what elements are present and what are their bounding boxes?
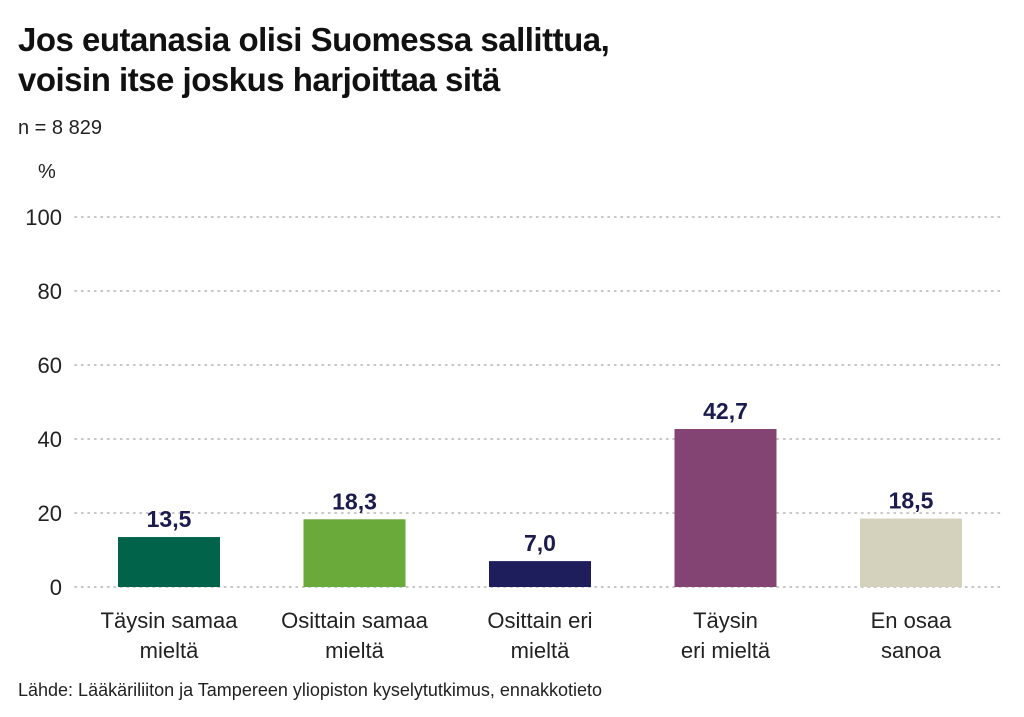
category-label-2-line-1: Osittain samaa — [281, 608, 428, 633]
value-label-5: 18,5 — [889, 488, 934, 514]
bar-3 — [489, 561, 591, 587]
bars — [118, 429, 962, 587]
y-axis-unit-label: % — [38, 161, 56, 183]
category-label-1-line-1: Täysin samaa — [101, 608, 239, 633]
category-label-2-line-2: mieltä — [325, 638, 384, 663]
bar-1 — [118, 537, 220, 587]
bar-4 — [674, 429, 777, 587]
value-label-4: 42,7 — [703, 398, 748, 424]
chart-title: Jos eutanasia olisi Suomessa sallittua, … — [18, 20, 998, 100]
y-tick-label: 60 — [38, 353, 62, 378]
chart-title-line-1: Jos eutanasia olisi Suomessa sallittua, — [18, 21, 610, 58]
y-tick-label: 40 — [38, 427, 62, 452]
y-tick-label: 100 — [25, 205, 62, 230]
value-labels: 13,5 18,3 7,0 42,7 18,5 — [147, 398, 934, 556]
category-labels: Täysin samaa mieltä Osittain samaa mieltä Os… — [101, 608, 953, 663]
y-tick-label: 80 — [38, 279, 62, 304]
category-label-4-line-1: Täysin — [693, 608, 758, 633]
category-label-3-line-1: Osittain eri — [487, 608, 592, 633]
value-label-2: 18,3 — [332, 488, 377, 514]
sample-size: n = 8 829 — [18, 117, 102, 139]
category-label-4-line-2: eri mieltä — [681, 638, 771, 663]
value-label-3: 7,0 — [524, 530, 556, 556]
category-label-5-line-1: En osaa — [871, 608, 952, 633]
bar-2 — [303, 519, 406, 587]
bar-5 — [860, 518, 962, 587]
category-label-3-line-2: mieltä — [511, 638, 570, 663]
category-label-1-line-2: mieltä — [140, 638, 199, 663]
value-label-1: 13,5 — [147, 506, 192, 532]
category-label-5-line-2: sanoa — [881, 638, 942, 663]
source-note: Lähde: Lääkäriliiton ja Tampereen yliopi… — [18, 680, 602, 700]
y-tick-label: 20 — [38, 501, 62, 526]
chart-title-line-2: voisin itse joskus harjoittaa sitä — [18, 61, 500, 98]
y-axis: % 0 20 40 60 80 100 — [25, 161, 62, 600]
y-tick-label: 0 — [50, 575, 62, 600]
